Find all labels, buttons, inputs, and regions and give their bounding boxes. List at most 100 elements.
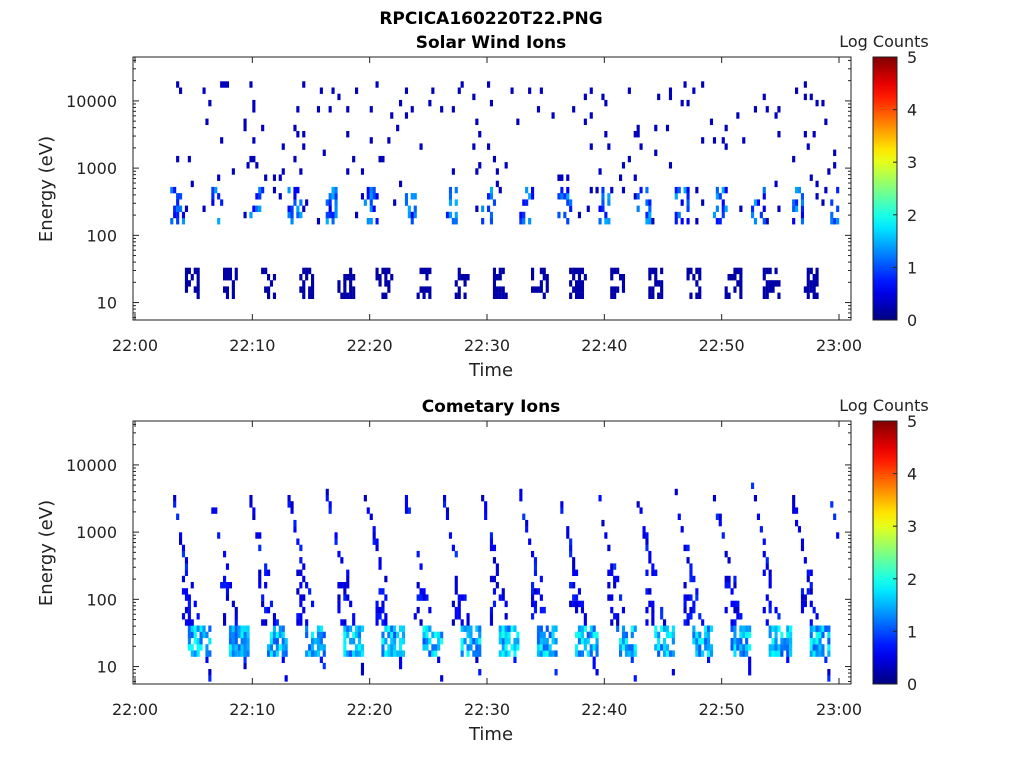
spectrogram-cell: [399, 662, 403, 670]
spectrogram-cell: [387, 650, 391, 657]
spectrogram-cell: [492, 267, 497, 275]
spectrogram-cell: [328, 507, 332, 514]
spectrogram-cell: [539, 625, 543, 632]
spectrogram-cell: [777, 131, 781, 138]
spectrogram-cell: [469, 625, 473, 632]
spectrogram-cell: [809, 631, 813, 639]
spectrogram-cell: [249, 211, 253, 219]
spectrogram-cell: [484, 513, 488, 521]
spectrogram-cell: [812, 292, 816, 300]
spectrogram-cell: [610, 274, 614, 281]
spectrogram-cell: [489, 218, 494, 225]
spectrogram-cell: [786, 650, 790, 657]
spectrogram-cell: [234, 644, 238, 651]
spectrogram-cell: [686, 619, 690, 626]
spectrogram-cell: [187, 631, 191, 639]
spectrogram-cell: [554, 669, 558, 676]
spectrogram-cell: [689, 292, 693, 300]
spectrogram-cell: [334, 199, 338, 206]
spectrogram-cell: [337, 280, 341, 287]
spectrogram-cell: [381, 292, 385, 300]
spectrogram-cell: [375, 544, 379, 552]
spectrogram-cell: [654, 631, 658, 639]
spectrogram-cell: [695, 631, 699, 639]
spectrogram-cell: [742, 631, 746, 639]
spectrogram-cell: [545, 280, 549, 287]
y-tick-label: 10: [97, 658, 117, 677]
spectrogram-cell: [264, 619, 268, 626]
spectrogram-cell: [205, 656, 209, 664]
spectrogram-cell: [481, 218, 485, 225]
spectrogram-cell: [671, 650, 675, 657]
spectrogram-cell: [733, 600, 737, 608]
spectrogram-cell: [821, 625, 825, 632]
spectrogram-cell: [536, 631, 541, 639]
spectrogram-cell: [721, 186, 725, 194]
spectrogram-cell: [633, 675, 637, 682]
spectrogram-cell: [346, 274, 350, 281]
spectrogram-cell: [252, 106, 256, 113]
spectrogram-cell: [795, 87, 799, 94]
spectrogram-cell: [425, 286, 429, 293]
spectrogram-cell: [378, 274, 382, 281]
spectrogram-cell: [683, 81, 687, 88]
spectrogram-cell: [645, 218, 649, 225]
spectrogram-cell: [580, 631, 585, 639]
spectrogram-cell: [434, 650, 438, 657]
spectrogram-cell: [648, 218, 652, 225]
spectrogram-cell: [504, 631, 508, 639]
spectrogram-cell: [463, 625, 467, 632]
spectrogram-cell: [566, 532, 570, 539]
spectrogram-cell: [422, 625, 426, 632]
spectrogram-cell: [560, 507, 564, 514]
spectrogram-cell: [407, 211, 411, 219]
spectrogram-cell: [225, 582, 230, 589]
spectrogram-cell: [337, 594, 341, 601]
spectrogram-cell: [689, 613, 693, 620]
spectrogram-cell: [489, 186, 494, 194]
spectrogram-cell: [343, 625, 347, 632]
spectrogram-cell: [325, 199, 329, 206]
spectrogram-cell: [789, 644, 793, 651]
spectrogram-cell: [328, 193, 332, 200]
spectrogram-cell: [815, 625, 819, 632]
spectrogram-cell: [489, 211, 494, 219]
spectrogram-cell: [469, 638, 473, 645]
spectrogram-cell: [217, 174, 221, 181]
spectrogram-cell: [440, 675, 444, 682]
spectrogram-cell: [533, 286, 538, 293]
spectrogram-cell: [709, 118, 714, 126]
spectrogram-cell: [610, 619, 614, 626]
spectrogram-cell: [765, 594, 769, 601]
cometary-panel: Cometary Ions 22:00 22:10 22:20 22:30 22:40 2…: [36, 396, 929, 745]
spectrogram-cell: [460, 619, 464, 626]
spectrogram-cell: [440, 106, 444, 113]
y-axis-label: Energy (eV): [36, 500, 57, 606]
spectrogram-cell: [267, 292, 271, 300]
spectrogram-cell: [231, 625, 235, 632]
spectrogram-cell: [179, 532, 183, 539]
spectrogram-cell: [228, 650, 233, 657]
spectrogram-cell: [466, 274, 470, 281]
spectrogram-cell: [645, 211, 649, 219]
spectrogram-cell: [457, 600, 461, 608]
spectrogram-cell: [768, 267, 772, 275]
spectrogram-cell: [812, 274, 816, 281]
spectrogram-cell: [319, 638, 323, 645]
spectrogram-cell: [372, 186, 376, 194]
spectrogram-cell: [454, 606, 458, 614]
spectrogram-cell: [413, 205, 417, 213]
spectrogram-cell: [528, 87, 532, 94]
spectrogram-cell: [220, 81, 224, 88]
spectrogram-cell: [173, 186, 177, 194]
spectrogram-cell: [815, 274, 819, 281]
spectrogram-cell: [545, 638, 549, 645]
spectrogram-cell: [228, 267, 233, 275]
spectrogram-cell: [674, 488, 678, 496]
spectrogram-cell: [586, 638, 590, 645]
spectrogram-cell: [184, 267, 189, 275]
spectrogram-cell: [384, 292, 388, 300]
spectrogram-cell: [184, 569, 189, 577]
spectrogram-cell: [519, 495, 523, 502]
spectrogram-cell: [281, 656, 285, 664]
